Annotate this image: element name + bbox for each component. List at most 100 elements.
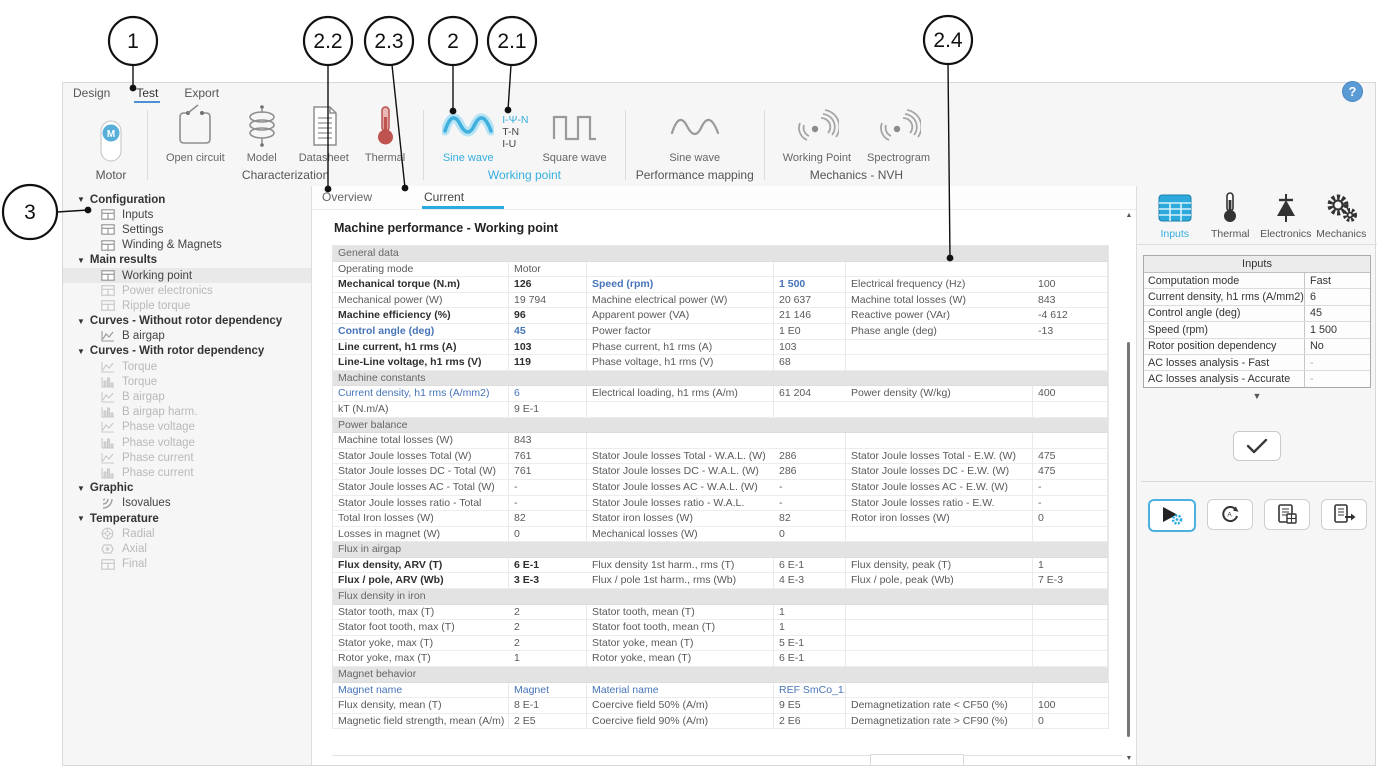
scrollbar-thumb[interactable] [1127,342,1130,737]
toolbar-button-square-wave[interactable]: Square wave [542,107,607,164]
collapse-arrow-icon[interactable]: ▼ [77,346,85,356]
input-value[interactable]: - [1304,371,1370,387]
tab-current[interactable]: Current [422,187,505,209]
collapse-arrow-icon[interactable]: ▼ [77,483,85,493]
table-cell[interactable]: Material name [587,682,774,699]
nvh-speaker-icon [877,109,921,149]
right-tab-inputs[interactable]: Inputs [1147,192,1203,240]
tree-item-radial[interactable]: Radial [63,526,311,541]
tab-overview[interactable]: Overview [322,189,373,204]
tree-item-curves-with-rotor-dependency[interactable]: ▼ Curves - With rotor dependency [63,344,311,359]
tree-item-phase-current[interactable]: Phase current [63,465,311,480]
right-panel-tabs: Inputs Thermal Electronics Mechanics [1137,186,1377,245]
check-icon [1246,438,1268,454]
table-cell[interactable]: Speed (rpm) [587,277,774,293]
mode-option-i-n[interactable]: I-Ψ-N [502,114,529,126]
table-cell[interactable]: 1 500 [774,277,846,293]
input-value[interactable]: - [1304,354,1370,371]
export-results-button[interactable] [1320,498,1367,530]
table-cell: Flux density, ARV (T) [333,557,509,574]
table-cell: Flux density, mean (T) [333,698,509,714]
table-cell[interactable]: Magnet name [333,682,509,699]
table-cell[interactable]: REF SmCo_1... [774,682,846,699]
tree-item-torque[interactable]: Torque [63,359,311,374]
table-cell [846,433,1033,449]
table-cell[interactable]: 45 [509,323,587,340]
tree-item-phase-current[interactable]: Phase current [63,450,311,465]
table-cell [1033,635,1108,652]
tree-item-winding-magnets[interactable]: Winding & Magnets [63,238,311,253]
tree-item-power-electronics[interactable]: Power electronics [63,283,311,298]
tree-item-axial[interactable]: Axial [63,541,311,556]
input-value[interactable]: 45 [1304,305,1370,322]
collapse-arrow-icon[interactable]: ▼ [77,316,85,326]
tree-item-torque[interactable]: Torque [63,374,311,389]
input-row-ac-losses-analysis-fast: AC losses analysis - Fast - [1144,354,1370,372]
tree-header-label: Temperature [89,512,159,525]
table-cell: Mechanical losses (W) [587,527,774,543]
toolbar-button-spectrogram[interactable]: Spectrogram [867,109,930,164]
collapse-arrow-icon[interactable]: ▼ [77,195,85,205]
table-cell[interactable]: Current density, h1 rms (A/mm2) [333,386,509,402]
table-cell: Stator Joule losses DC - W.A.L. (W) [587,464,774,480]
menu-item-design[interactable]: Design [73,85,111,100]
right-tab-mechanics[interactable]: Mechanics [1314,192,1370,240]
menu-item-export[interactable]: Export [184,85,220,100]
scroll-up-icon[interactable]: ▲ [1125,212,1133,219]
table-cell: Flux density 1st harm., rms (T) [587,557,774,574]
table-cell[interactable]: 6 [509,386,587,402]
app-window: Design Test Export ? M Motor Open circuit Mod… [62,81,1377,766]
input-value[interactable]: No [1304,338,1370,354]
validate-button[interactable] [1233,430,1281,461]
menu-item-test[interactable]: Test [134,85,161,103]
collapse-arrow-icon[interactable]: ▼ [77,255,85,265]
toolbar-button-thermal[interactable]: Thermal [365,103,405,164]
input-value[interactable]: 6 [1304,289,1370,305]
tree-item-ripple-torque[interactable]: Ripple torque [63,298,311,313]
help-icon[interactable]: ? [1342,81,1363,102]
run-test-button[interactable] [1147,498,1196,532]
reset-button[interactable]: A [1206,498,1253,530]
tree-item-working-point[interactable]: Working point [63,267,311,284]
toolbar-button-motor[interactable]: M [93,118,129,164]
toolbar-separator [147,110,148,180]
tree-item-phase-voltage[interactable]: Phase voltage [63,435,311,450]
expand-inputs-chevron-icon[interactable]: ▼ [1252,390,1262,401]
tree-item-b-airgap-harm[interactable]: B airgap harm. [63,405,311,420]
toolbar-button-sine-wave[interactable]: Sine wave [442,107,495,164]
table-cell: 6 E-1 [774,651,846,668]
right-tab-thermal[interactable]: Thermal [1203,192,1259,240]
mode-option-t-n[interactable]: T-N [502,126,520,138]
results-scroll-area: Machine performance - Working point Gene… [312,209,1122,765]
toolbar-button-sine-wave[interactable]: Sine wave [669,107,721,164]
tree-item-label: Power electronics [122,284,213,297]
scroll-down-icon[interactable]: ▼ [1125,755,1133,762]
collapse-arrow-icon[interactable]: ▼ [77,514,85,524]
tree-item-main-results[interactable]: ▼ Main results [63,253,311,268]
mode-option-i-u[interactable]: I-U [502,138,517,150]
toolbar-button-model[interactable]: Model [241,103,283,164]
table-cell [1033,651,1108,668]
vertical-scrollbar[interactable]: ▲ ▼ [1124,212,1134,762]
tree-item-temperature[interactable]: ▼ Temperature [63,511,311,526]
toolbar-button-open-circuit[interactable]: Open circuit [166,103,225,164]
toolbar-button-datasheet[interactable]: Datasheet [299,103,349,164]
tree-item-b-airgap[interactable]: B airgap [63,329,311,344]
table-cell[interactable]: Control angle (deg) [333,323,509,340]
input-value[interactable]: 1 500 [1304,322,1370,338]
toolbar-button-working-point[interactable]: Working Point [783,109,851,164]
right-tab-electronics[interactable]: Electronics [1258,192,1314,240]
report-button[interactable] [1263,498,1310,530]
tree-item-isovalues[interactable]: Isovalues [63,496,311,511]
tree-item-settings[interactable]: Settings [63,222,311,237]
tree-item-inputs[interactable]: Inputs [63,207,311,222]
tree-item-final[interactable]: Final [63,557,311,572]
table-cell[interactable]: Magnet [509,682,587,699]
tree-item-phase-voltage[interactable]: Phase voltage [63,420,311,435]
tree-item-b-airgap[interactable]: B airgap [63,389,311,404]
tree-item-configuration[interactable]: ▼ Configuration [63,192,311,207]
tree-item-graphic[interactable]: ▼ Graphic [63,481,311,496]
input-label: AC losses analysis - Fast [1148,356,1270,369]
input-value[interactable]: Fast [1304,273,1370,289]
tree-item-curves-without-rotor-dependency[interactable]: ▼ Curves - Without rotor dependency [63,314,311,329]
